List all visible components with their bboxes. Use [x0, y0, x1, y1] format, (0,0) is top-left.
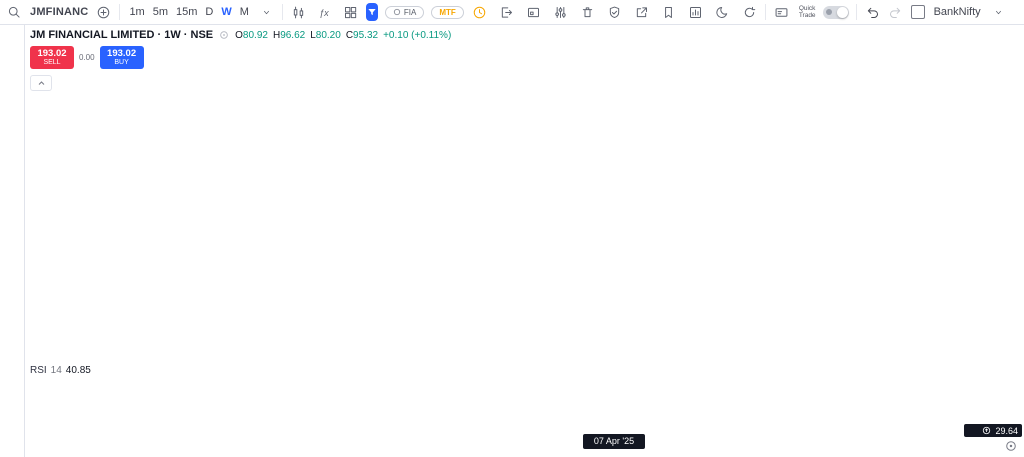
bar-stats-icon[interactable]: [687, 4, 704, 21]
fia-pill[interactable]: FIA: [384, 5, 425, 19]
timeframe-1m[interactable]: 1m: [129, 6, 145, 18]
svg-text:ƒx: ƒx: [319, 7, 329, 17]
export-icon[interactable]: [498, 4, 515, 21]
timeframe-5m[interactable]: 5m: [152, 6, 168, 18]
timeframe-15m[interactable]: 15m: [176, 6, 198, 18]
sell-button[interactable]: 193.02 SELL: [30, 46, 74, 69]
chevron-down-icon[interactable]: [258, 4, 275, 21]
timeframe-M[interactable]: M: [239, 6, 249, 18]
dark-mode-icon[interactable]: [714, 4, 731, 21]
ohlc-values: O80.92 H96.62 L80.20 C95.32 +0.10 (+0.11…: [235, 29, 452, 41]
candlestick-icon[interactable]: [290, 4, 307, 21]
quick-trade-label: Quick Trade: [798, 5, 816, 19]
screener-filter-button[interactable]: [365, 3, 378, 21]
change-value: +0.10 (+0.11%): [383, 29, 452, 41]
drawing-toolbar: [0, 25, 25, 457]
symbol-title[interactable]: JM FINANCIAL LIMITED · 1W · NSE: [30, 29, 214, 41]
plus-circle-icon[interactable]: [95, 4, 112, 21]
rsi-value: 40.85: [65, 365, 91, 376]
chevron-up-icon: [38, 80, 44, 85]
search-icon[interactable]: [6, 4, 23, 21]
watchlist-symbol[interactable]: BankNifty: [933, 6, 981, 18]
top-toolbar: JMFINANC 1m 5m 15m D W M ƒx FIA MTF Quick Trad…: [0, 0, 1024, 25]
delete-icon[interactable]: [579, 4, 596, 21]
undo-redo-group: [864, 4, 904, 21]
world-clock-icon[interactable]: [471, 4, 488, 21]
timeframe-W[interactable]: W: [221, 6, 232, 18]
chart-tool-icons: ƒx: [290, 4, 359, 21]
spread-value: 0.00: [79, 53, 95, 62]
shield-check-icon[interactable]: [606, 4, 623, 21]
replay-icon[interactable]: [741, 4, 758, 21]
mtf-pill[interactable]: MTF: [431, 5, 464, 19]
trade-buttons-row: 193.02 SELL 0.00 193.02 BUY: [30, 46, 451, 69]
layout-grid-icon[interactable]: [342, 4, 359, 21]
undo-icon[interactable]: [864, 4, 881, 21]
quick-trade-toggle[interactable]: [822, 5, 849, 19]
rsi-legend[interactable]: RSI 14 40.85: [30, 365, 91, 376]
fx-indicators-icon[interactable]: ƒx: [316, 4, 333, 21]
rsi-corner-badge: 29.64: [964, 424, 1022, 437]
open-window-icon[interactable]: [633, 4, 650, 21]
watchlist-checkbox[interactable]: [910, 5, 925, 19]
time-axis-settings-icon[interactable]: [1004, 439, 1018, 453]
crosshair-date-badge: 07 Apr '25: [583, 434, 645, 449]
divider: [119, 4, 121, 20]
legend-collapse-button[interactable]: [30, 75, 52, 91]
divider: [855, 4, 857, 20]
arrow-up-circle-icon: [983, 426, 991, 435]
symbol-search[interactable]: JMFINANC: [30, 6, 89, 18]
redo-icon[interactable]: [887, 4, 904, 21]
timeframe-group: 1m 5m 15m D W M: [127, 6, 250, 18]
timeframe-D[interactable]: D: [205, 6, 214, 18]
chevron-down-icon[interactable]: [990, 4, 1007, 21]
tune-sliders-icon[interactable]: [552, 4, 569, 21]
card-icon[interactable]: [773, 4, 790, 21]
divider: [764, 4, 766, 20]
header-action-icons: [471, 4, 758, 21]
divider: [281, 4, 283, 20]
buy-button[interactable]: 193.02 BUY: [99, 46, 144, 69]
panel-icon[interactable]: [525, 4, 542, 21]
symbol-title-row: JM FINANCIAL LIMITED · 1W · NSE O80.92 H…: [30, 28, 451, 42]
bookmark-icon[interactable]: [660, 4, 677, 21]
chart-legend: JM FINANCIAL LIMITED · 1W · NSE O80.92 H…: [30, 28, 451, 91]
symbol-info-icon[interactable]: [219, 30, 229, 40]
